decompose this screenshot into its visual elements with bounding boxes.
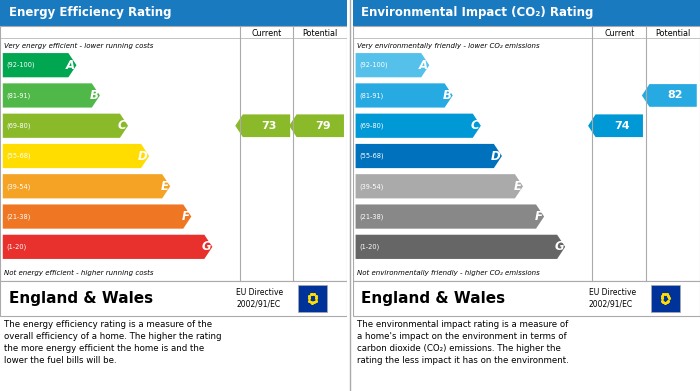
Polygon shape xyxy=(356,144,502,168)
Polygon shape xyxy=(356,114,481,138)
Text: Very environmentally friendly - lower CO₂ emissions: Very environmentally friendly - lower CO… xyxy=(357,43,540,49)
Text: (69-80): (69-80) xyxy=(359,122,384,129)
Polygon shape xyxy=(3,174,170,198)
Text: C: C xyxy=(471,119,480,132)
Text: 74: 74 xyxy=(614,121,629,131)
Text: Potential: Potential xyxy=(302,29,338,38)
Text: (55-68): (55-68) xyxy=(6,153,31,159)
Text: 82: 82 xyxy=(668,90,683,100)
Polygon shape xyxy=(588,115,643,137)
Text: 73: 73 xyxy=(261,121,277,131)
Text: F: F xyxy=(535,210,542,223)
Text: 79: 79 xyxy=(315,121,330,131)
Bar xyxy=(353,26,700,281)
Text: A: A xyxy=(419,59,428,72)
Text: D: D xyxy=(491,149,500,163)
Polygon shape xyxy=(3,235,212,259)
Text: C: C xyxy=(118,119,127,132)
Text: (1-20): (1-20) xyxy=(359,244,379,250)
Bar xyxy=(353,0,700,26)
Polygon shape xyxy=(356,83,453,108)
Bar xyxy=(650,285,680,312)
Polygon shape xyxy=(356,204,544,229)
Text: E: E xyxy=(161,180,169,193)
Text: (55-68): (55-68) xyxy=(359,153,384,159)
Polygon shape xyxy=(356,174,523,198)
Text: EU Directive
2002/91/EC: EU Directive 2002/91/EC xyxy=(589,288,636,309)
Text: Potential: Potential xyxy=(655,29,691,38)
Text: Very energy efficient - lower running costs: Very energy efficient - lower running co… xyxy=(4,43,153,49)
Bar xyxy=(0,0,347,26)
Text: Energy Efficiency Rating: Energy Efficiency Rating xyxy=(8,6,172,20)
Text: (1-20): (1-20) xyxy=(6,244,27,250)
Text: (81-91): (81-91) xyxy=(6,92,31,99)
Polygon shape xyxy=(356,235,565,259)
Text: D: D xyxy=(138,149,148,163)
Text: E: E xyxy=(514,180,522,193)
Bar xyxy=(0,26,347,281)
Text: G: G xyxy=(202,240,211,253)
Text: The environmental impact rating is a measure of
a home's impact on the environme: The environmental impact rating is a mea… xyxy=(357,320,568,365)
Text: B: B xyxy=(442,89,452,102)
Text: Not environmentally friendly - higher CO₂ emissions: Not environmentally friendly - higher CO… xyxy=(357,270,540,276)
Text: EU Directive
2002/91/EC: EU Directive 2002/91/EC xyxy=(236,288,284,309)
Text: England & Wales: England & Wales xyxy=(361,291,505,306)
Text: Environmental Impact (CO₂) Rating: Environmental Impact (CO₂) Rating xyxy=(361,6,594,20)
Polygon shape xyxy=(356,53,429,77)
Polygon shape xyxy=(3,204,191,229)
Text: (39-54): (39-54) xyxy=(359,183,384,190)
Polygon shape xyxy=(3,83,100,108)
Polygon shape xyxy=(3,114,128,138)
Text: (21-38): (21-38) xyxy=(359,213,384,220)
Text: (92-100): (92-100) xyxy=(359,62,388,68)
Polygon shape xyxy=(3,144,149,168)
Text: The energy efficiency rating is a measure of the
overall efficiency of a home. T: The energy efficiency rating is a measur… xyxy=(4,320,222,365)
Bar xyxy=(298,285,327,312)
Text: (21-38): (21-38) xyxy=(6,213,31,220)
Text: F: F xyxy=(182,210,190,223)
Polygon shape xyxy=(235,115,290,137)
Bar xyxy=(0,281,347,316)
Text: England & Wales: England & Wales xyxy=(8,291,153,306)
Text: Current: Current xyxy=(604,29,634,38)
Text: (81-91): (81-91) xyxy=(359,92,384,99)
Text: G: G xyxy=(554,240,564,253)
Text: (92-100): (92-100) xyxy=(6,62,35,68)
Polygon shape xyxy=(289,115,344,137)
Text: Not energy efficient - higher running costs: Not energy efficient - higher running co… xyxy=(4,270,154,276)
Polygon shape xyxy=(642,84,696,107)
Bar xyxy=(353,281,700,316)
Text: A: A xyxy=(66,59,75,72)
Text: B: B xyxy=(90,89,99,102)
Text: (69-80): (69-80) xyxy=(6,122,31,129)
Text: (39-54): (39-54) xyxy=(6,183,31,190)
Text: Current: Current xyxy=(251,29,281,38)
Polygon shape xyxy=(3,53,76,77)
